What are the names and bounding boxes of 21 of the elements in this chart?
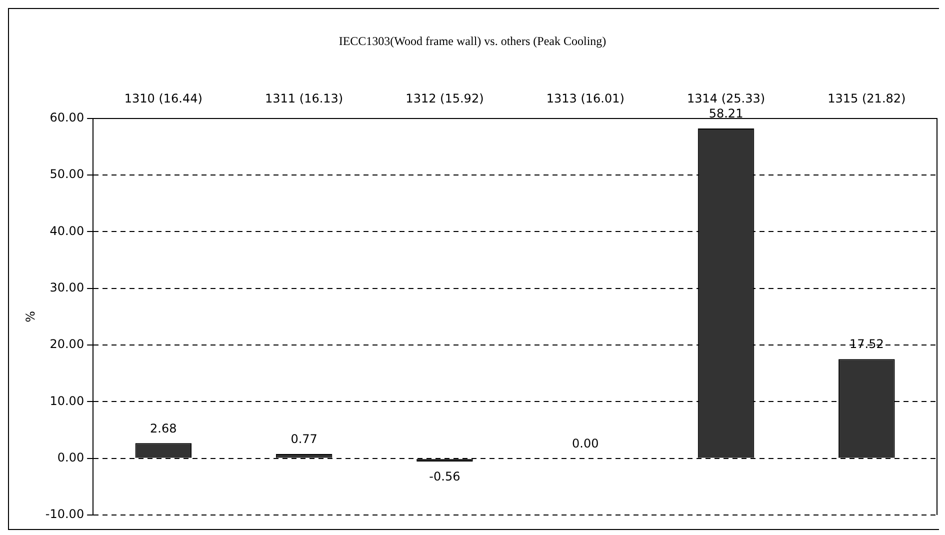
y-axis-title: %: [23, 310, 38, 322]
x-tick-label: 1315 (21.82): [828, 91, 906, 106]
data-label: 2.68: [150, 421, 177, 436]
y-tick-label: 10.00: [50, 394, 84, 408]
x-tick-label: 1312 (15.92): [406, 91, 484, 106]
data-label: 0.77: [290, 432, 318, 446]
y-tick-label: 50.00: [50, 167, 84, 182]
x-tick-label: 1314 (25.33): [686, 91, 766, 106]
data-label: 0.00: [572, 436, 599, 450]
y-tick-label: 60.00: [50, 110, 84, 125]
y-tick-label: 30.00: [50, 280, 84, 294]
chart-title: IECC1303(Wood frame wall) vs. others (Peak Cooling): [338, 34, 608, 49]
y-tick-label: 40.00: [50, 224, 84, 238]
x-tick-label: 1310 (16.44): [124, 91, 202, 106]
y-tick-label: -10.00: [45, 507, 84, 522]
x-tick-label: 1311 (16.13): [265, 91, 344, 106]
y-tick-label: 20.00: [50, 337, 84, 352]
y-tick-label: 0.00: [57, 450, 84, 464]
x-tick-label: 1313 (16.01): [546, 91, 624, 106]
data-label: -0.56: [429, 470, 460, 484]
data-label: 58.21: [708, 106, 744, 121]
